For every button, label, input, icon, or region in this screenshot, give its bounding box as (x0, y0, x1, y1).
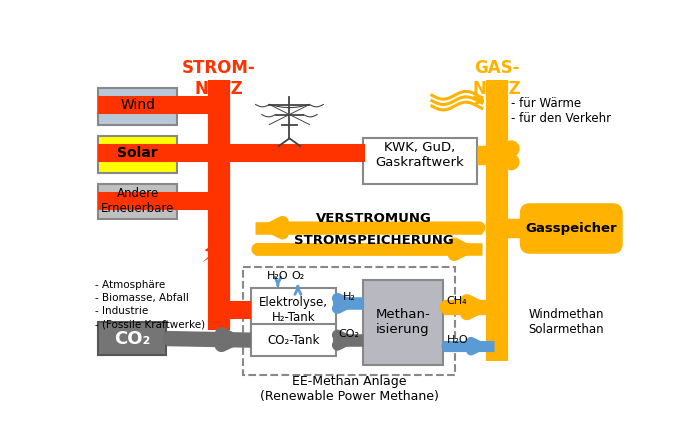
Text: STROM-
NETZ: STROM- NETZ (182, 59, 256, 98)
Text: Methan-
isierung: Methan- isierung (376, 308, 430, 336)
Text: Gasspeicher: Gasspeicher (526, 222, 617, 235)
Text: - Atmosphäre
- Biomasse, Abfall
- Industrie
- (Fossile Kraftwerke): - Atmosphäre - Biomasse, Abfall - Indust… (95, 280, 206, 330)
FancyBboxPatch shape (522, 205, 622, 252)
Text: ⚡: ⚡ (201, 241, 220, 269)
Text: CO₂-Tank: CO₂-Tank (267, 334, 319, 347)
Text: H₂: H₂ (343, 292, 356, 302)
Text: STROMSPEICHERUNG: STROMSPEICHERUNG (294, 234, 454, 247)
Text: H₂O: H₂O (267, 271, 288, 281)
Text: CO₂: CO₂ (114, 329, 150, 348)
Text: H₂O: H₂O (447, 335, 468, 345)
Bar (99, 322, 167, 355)
Text: CO₂: CO₂ (339, 329, 360, 339)
Bar (363, 138, 477, 184)
Bar (99, 136, 177, 173)
Text: Windmethan
Solarmethan: Windmethan Solarmethan (528, 308, 604, 336)
Bar (251, 288, 336, 333)
Bar (99, 184, 177, 219)
Text: KWK, GuD,
Gaskraftwerk: KWK, GuD, Gaskraftwerk (375, 141, 464, 169)
Bar (244, 267, 455, 375)
Bar (99, 88, 177, 124)
Text: Andere
Erneuerbare: Andere Erneuerbare (101, 187, 174, 215)
Text: CH₄: CH₄ (447, 296, 467, 306)
Text: Solar: Solar (118, 146, 158, 160)
Text: Elektrolyse,
H₂-Tank: Elektrolyse, H₂-Tank (259, 296, 328, 324)
Bar (251, 324, 336, 356)
Text: Wind: Wind (120, 98, 155, 112)
Text: VERSTROMUNG: VERSTROMUNG (316, 212, 432, 225)
Text: - für Wärme
- für den Verkehr: - für Wärme - für den Verkehr (511, 97, 611, 125)
Text: GAS-
NETZ: GAS- NETZ (473, 59, 522, 98)
Text: O₂: O₂ (291, 271, 304, 281)
Text: EE-Methan Anlage
(Renewable Power Methane): EE-Methan Anlage (Renewable Power Methan… (260, 375, 439, 403)
Bar (363, 280, 444, 365)
